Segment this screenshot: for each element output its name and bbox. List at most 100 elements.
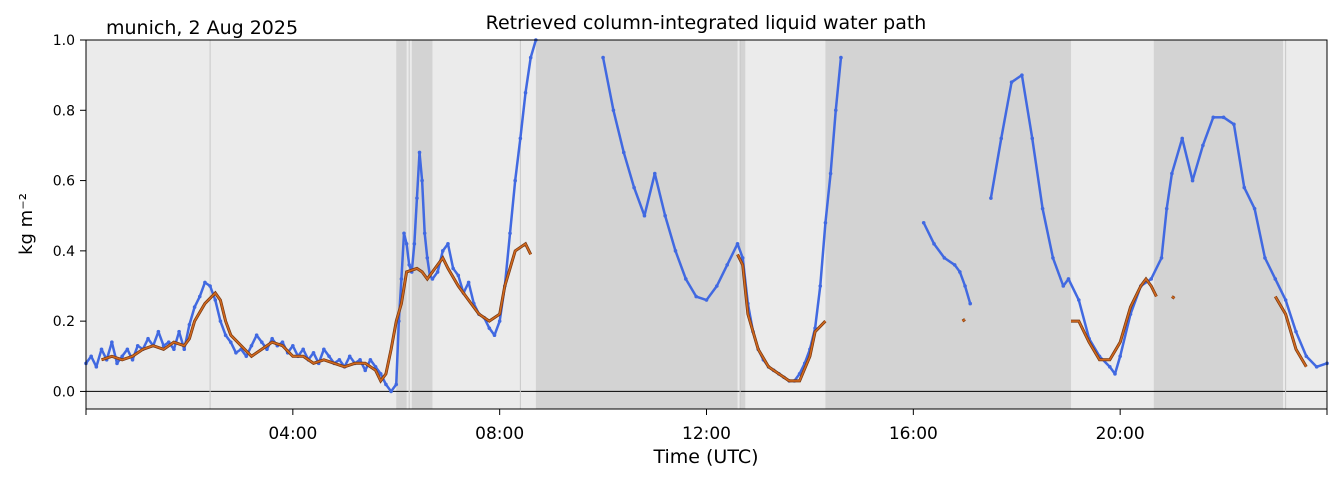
lwp-point-trace [1098,355,1111,368]
lwp-point-trace [1274,278,1287,301]
lwp-point-trace [1067,278,1080,301]
lwp-point-trace [813,285,822,329]
lwp-point-trace [989,138,1003,199]
x-axis-ticks: 04:00 08:00 12:00 16:00 20:00 [85,409,1328,444]
lwp-point-trace [612,109,625,153]
lwp-point-trace [95,348,103,368]
lwp-point-trace [1000,81,1013,139]
lwp-point-trace [1222,116,1235,126]
flag-band [535,40,738,409]
lwp-point-trace [1160,208,1168,259]
lwp-point-trace [426,257,432,276]
lwp-point-trace [798,362,806,375]
lwp-point-trace [1031,138,1044,209]
lwp-point-trace [601,57,615,111]
lwp-point-trace [1243,187,1256,210]
lwp-point-trace [172,331,181,350]
lwp-point-trace [922,222,936,245]
lwp-point-trace [529,39,538,58]
lwp-point-trace [1263,257,1277,280]
lwp-point-trace [162,341,170,347]
lwp-point-trace [110,341,119,364]
lwp-point-trace [395,321,401,385]
lwp-point-trace [374,366,382,375]
lwp-point-trace [684,278,698,298]
lwp-point-trace [291,345,300,357]
lwp-point-trace [1316,362,1328,369]
lwp-point-trace [1284,299,1298,333]
lwp-point-trace [695,295,707,302]
chart-title: Retrieved column-integrated liquid water… [486,12,927,34]
lwp-point-trace [503,233,512,287]
flag-band [411,40,433,409]
lwp-point-trace [622,152,636,188]
lwp-point-trace [431,271,439,280]
lwp-point-trace [1305,355,1318,368]
lwp-point-trace [524,57,532,93]
y-tick-label: 0.6 [53,174,75,190]
y-axis-label: kg m⁻² [16,193,37,255]
lwp-point-trace [705,285,718,301]
x-axis-label: Time (UTC) [652,446,758,468]
lwp-point-trace [467,282,476,304]
lwp-point-trace [229,341,238,354]
lwp-point-trace [674,250,687,280]
flag-band [396,40,407,409]
lwp-point-trace [508,180,517,234]
flag-band [740,40,746,409]
lwp-point-trace [1041,208,1055,259]
lwp-point-trace [1088,338,1101,357]
lwp-point-trace [235,348,242,354]
lwp-point-trace [819,222,827,287]
lwp-point-trace [214,299,222,322]
lwp-point-trace [663,215,677,252]
lwp-point-trace [402,232,408,245]
lwp-point-trace [834,57,843,111]
lwp-point-trace [1051,257,1065,287]
lwp-point-trace [198,282,207,297]
lwp-smoothed-line [101,241,1308,384]
lwp-point-trace [390,383,398,393]
y-tick-label: 0.2 [53,314,75,330]
y-tick-label: 1.0 [53,33,75,49]
lwp-point-trace [245,345,253,357]
lwp-point-trace [384,383,393,393]
lwp-point-trace [726,243,739,266]
lwp-point-trace [1165,173,1174,209]
lwp-point-trace [322,348,331,358]
smoothed-line-segment [1071,277,1158,361]
lwp-point-trace [824,173,832,223]
smoothed-line-segment [101,242,532,383]
lwp-point-trace [240,348,248,358]
y-tick-label: 0.4 [53,244,75,260]
flag-bands [396,40,1284,409]
smoothed-line-segment [1274,296,1307,368]
chart-subtitle: munich, 2 Aug 2025 [106,17,298,39]
smoothed-line-segment [962,318,966,322]
x-tick-label: 20:00 [1096,424,1145,444]
lwp-point-trace [963,285,972,304]
lwp-point-trace [208,285,217,301]
lwp-point-trace [157,331,165,347]
lwp-point-trace [513,138,522,181]
lwp-point-trace [1201,116,1215,146]
y-tick-label: 0.0 [53,384,75,400]
lwp-point-trace [413,198,419,244]
lwp-point-trace [829,110,838,174]
lwp-point-trace [410,243,416,273]
lwp-point-trace [1062,278,1070,287]
y-axis-ticks: 0.0 0.2 0.4 0.6 0.8 1.0 [53,33,86,400]
lwp-point-trace [1150,257,1163,280]
lwp-point-trace [943,256,956,266]
lwp-point-trace [405,243,411,266]
lwp-point-trace [250,334,258,347]
lwp-point-trace [462,281,470,294]
smoothed-line-segment [736,254,826,382]
lwp-point-trace [1020,74,1034,139]
lwp-point-trace [958,271,967,287]
lwp-point-trace [493,320,501,336]
flag-band [825,40,1072,409]
lwp-point-trace [152,331,160,347]
lwp-point-trace [84,355,93,365]
